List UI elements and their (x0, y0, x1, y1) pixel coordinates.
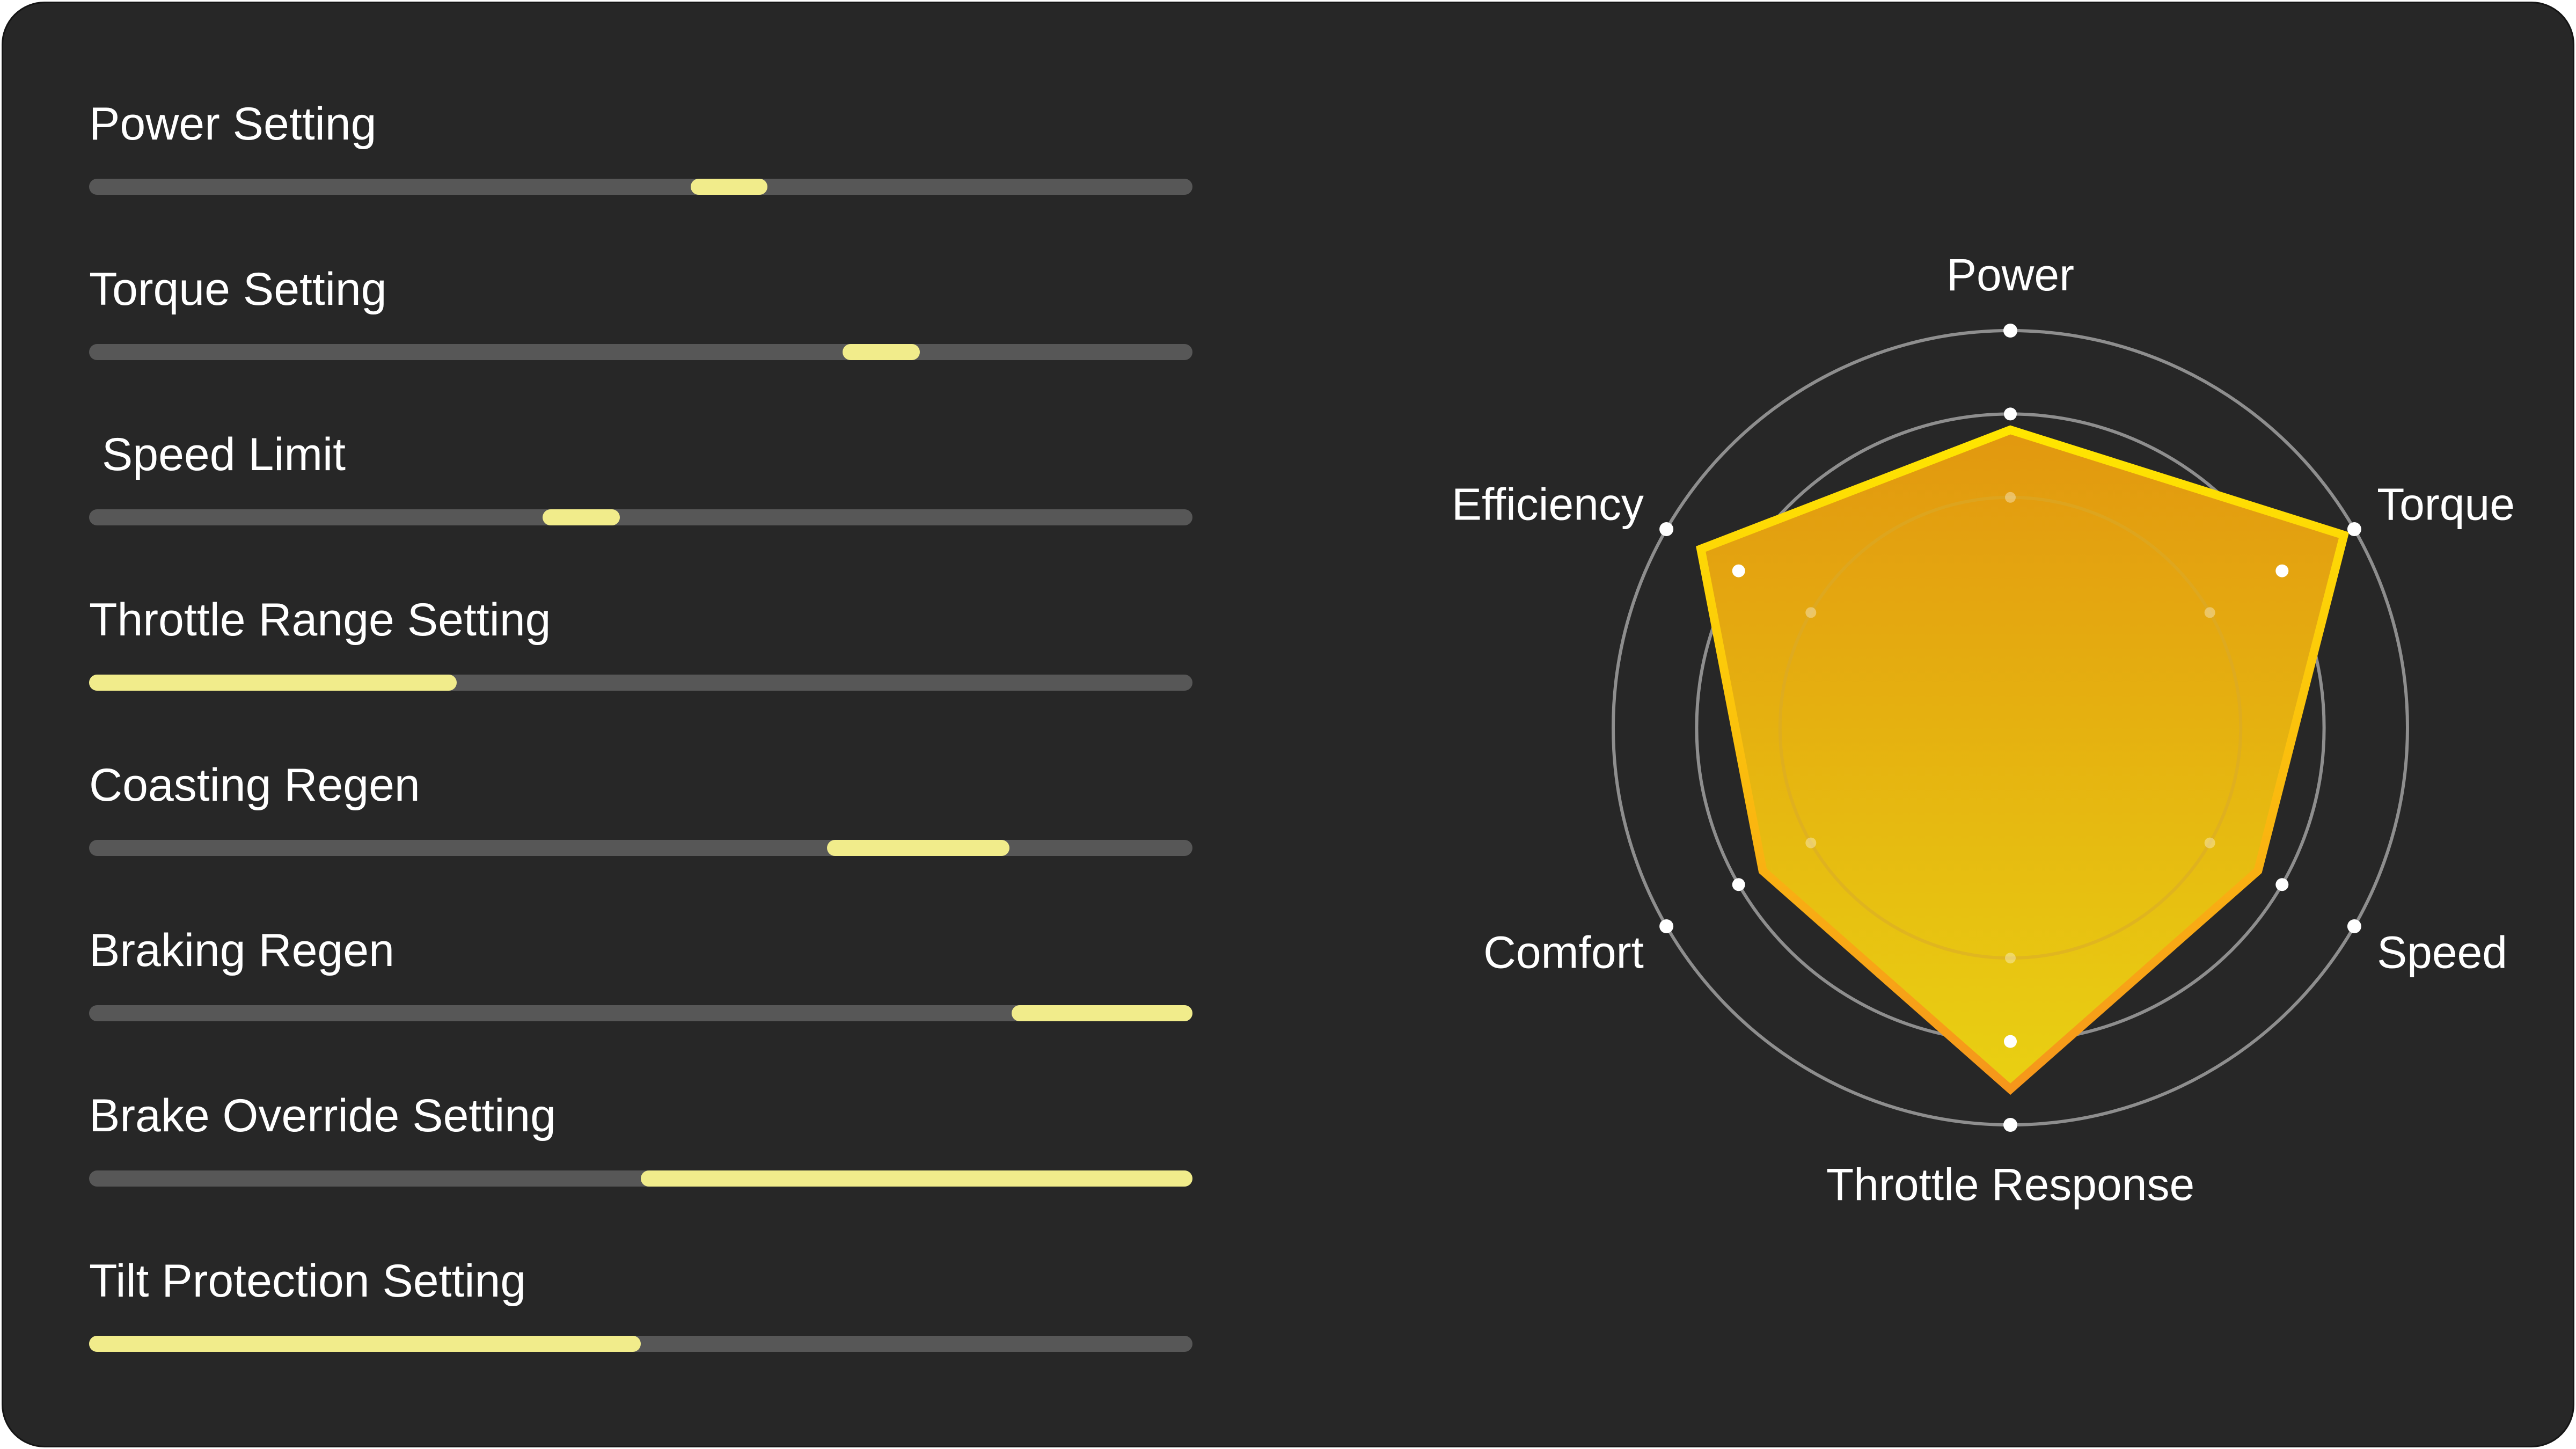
slider-label-coasting-regen: Coasting Regen (89, 759, 420, 811)
radar-mid-dot-throttle-response (2004, 1035, 2017, 1048)
slider-track-tilt-protection-setting[interactable] (89, 1336, 1192, 1352)
slider-track-throttle-range-setting[interactable] (89, 675, 1192, 691)
radar-inner-dot-torque (2204, 607, 2215, 618)
slider-track-brake-override-setting[interactable] (89, 1170, 1192, 1187)
slider-track-power-setting[interactable] (89, 179, 1192, 195)
radar-outer-dot-comfort (1659, 919, 1674, 933)
slider-track-coasting-regen[interactable] (89, 840, 1192, 856)
slider-label-throttle-range-setting: Throttle Range Setting (89, 594, 551, 646)
radar-mid-dot-speed (2275, 878, 2289, 891)
radar-outer-dot-efficiency (1659, 522, 1674, 536)
slider-row-tilt-protection-setting: Tilt Protection Setting (3, 1249, 1238, 1410)
radar-ring-1 (1778, 495, 2243, 960)
slider-track-braking-regen[interactable] (89, 1005, 1192, 1021)
radar-axis-label-speed: Speed (2377, 927, 2507, 978)
slider-label-brake-override-setting: Brake Override Setting (89, 1090, 556, 1141)
slider-label-braking-regen: Braking Regen (89, 925, 394, 976)
slider-row-power-setting: Power Setting (3, 92, 1238, 253)
radar-inner-dot-speed (2204, 837, 2215, 848)
slider-label-torque-setting: Torque Setting (89, 264, 387, 315)
radar-inner-dot-throttle-response (2005, 953, 2016, 964)
slider-row-throttle-range-setting: Throttle Range Setting (3, 588, 1238, 749)
radar-axis-label-efficiency: Efficiency (1452, 479, 1644, 530)
slider-row-torque-setting: Torque Setting (3, 257, 1238, 418)
slider-handle-torque-setting[interactable] (843, 344, 920, 360)
slider-row-brake-override-setting: Brake Override Setting (3, 1084, 1238, 1245)
slider-handle-tilt-protection-setting[interactable] (89, 1336, 641, 1352)
radar-axis-label-power: Power (1946, 250, 2074, 300)
performance-radar-chart: Power Torque Speed Throttle Response Comfort… (1452, 250, 2515, 1210)
slider-track-torque-setting[interactable] (89, 344, 1192, 360)
radar-outer-dot-torque (2347, 522, 2361, 536)
slider-track-speed-limit[interactable] (89, 509, 1192, 525)
slider-handle-brake-override-setting[interactable] (641, 1170, 1192, 1187)
radar-mid-dot-torque (2275, 564, 2289, 577)
settings-sliders: Power Setting Torque Setting Speed Limit T… (3, 3, 1238, 1446)
radar-inner-dot-power (2005, 492, 2016, 503)
slider-row-braking-regen: Braking Regen (3, 918, 1238, 1079)
radar-mid-dot-power (2004, 407, 2017, 421)
slider-handle-speed-limit[interactable] (543, 509, 620, 525)
radar-mid-dot-efficiency (1732, 564, 1745, 577)
radar-mid-dot-comfort (1732, 878, 1745, 891)
slider-row-speed-limit: Speed Limit (3, 422, 1238, 583)
slider-handle-throttle-range-setting[interactable] (89, 675, 457, 691)
slider-label-power-setting: Power Setting (89, 98, 377, 150)
slider-label-speed-limit: Speed Limit (89, 429, 346, 480)
slider-row-coasting-regen: Coasting Regen (3, 753, 1238, 914)
radar-inner-dot-efficiency (1805, 607, 1817, 618)
radar-inner-dot-comfort (1805, 837, 1817, 848)
slider-label-tilt-protection-setting: Tilt Protection Setting (89, 1255, 526, 1307)
slider-handle-braking-regen[interactable] (1011, 1005, 1192, 1021)
radar-outer-dot-throttle-response (2003, 1118, 2017, 1132)
radar-axis-label-throttle-response: Throttle Response (1826, 1159, 2194, 1210)
slider-handle-power-setting[interactable] (690, 179, 768, 195)
radar-axis-label-comfort: Comfort (1483, 927, 1644, 978)
radar-value-polygon (1696, 425, 2350, 1095)
radar-outer-dot-speed (2347, 919, 2361, 933)
radar-outer-dot-power (2003, 324, 2017, 338)
slider-handle-coasting-regen[interactable] (827, 840, 1009, 856)
radar-axis-label-torque: Torque (2377, 479, 2515, 530)
